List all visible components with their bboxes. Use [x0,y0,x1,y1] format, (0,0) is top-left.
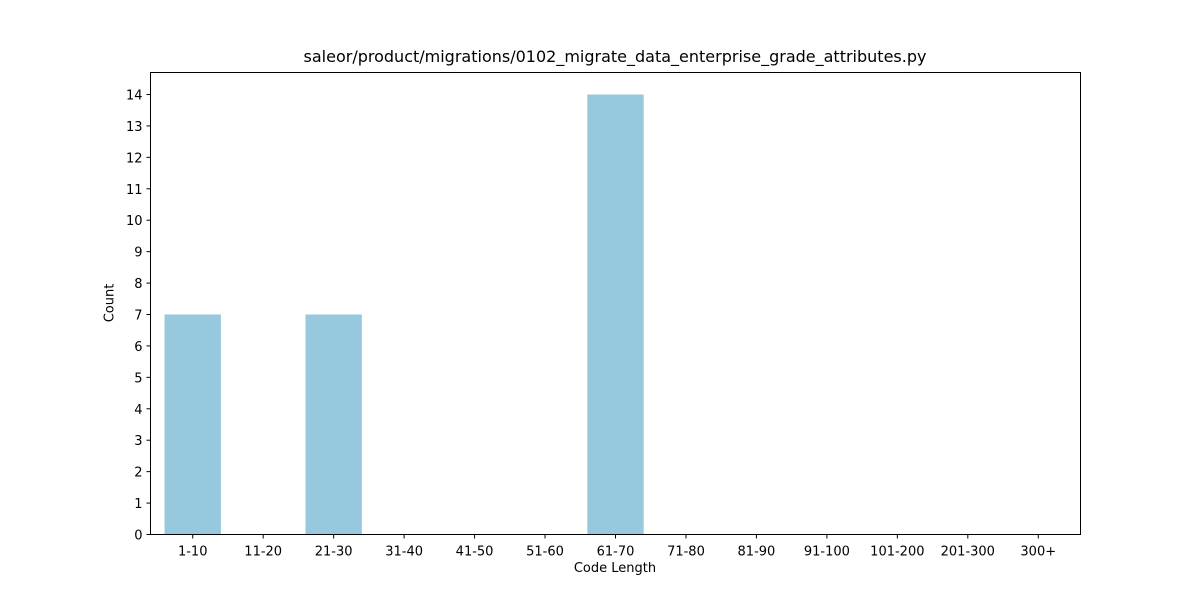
y-tick-label: 14 [126,89,143,104]
y-axis-label: Count [102,283,118,323]
y-tick-label: 1 [134,497,142,512]
x-tick-label: 81-90 [738,545,776,560]
y-tick-label: 0 [134,529,142,544]
y-tick-label: 3 [134,434,142,449]
y-tick-label: 13 [126,120,143,135]
x-tick-label: 51-60 [526,545,564,560]
y-tick-label: 5 [134,371,142,386]
x-tick-label: 11-20 [244,545,282,560]
x-tick-label: 1-10 [178,545,208,560]
y-tick-label: 11 [126,183,143,198]
plot-frame [150,72,1081,535]
y-tick-label: 4 [134,403,142,418]
x-tick-label: 201-300 [941,545,995,560]
x-tick-label: 41-50 [456,545,494,560]
bar-1-10 [164,314,221,535]
x-tick-label: 300+ [1020,545,1056,560]
x-tick-label: 31-40 [385,545,423,560]
y-tick-label: 2 [134,466,142,481]
bar-21-30 [305,314,362,535]
y-tick-label: 10 [126,214,143,229]
x-tick-label: 71-80 [667,545,705,560]
bar-61-70 [587,94,644,535]
x-tick-label: 21-30 [315,545,353,560]
x-tick-label: 91-100 [804,545,850,560]
x-axis: 1-10 11-20 21-30 31-40 41-50 51-60 61-70 71-80 8… [178,534,1056,560]
y-tick-label: 6 [134,340,142,355]
y-tick-label: 9 [134,246,142,261]
chart-title: saleor/product/migrations/0102_migrate_d… [303,47,927,66]
y-tick-label: 8 [134,277,142,292]
x-tick-label: 61-70 [597,545,635,560]
bars-layer [164,94,644,535]
x-tick-label: 101-200 [870,545,924,560]
y-tick-label: 7 [134,309,142,324]
y-tick-label: 12 [126,151,143,166]
x-axis-label: Code Length [573,561,657,576]
